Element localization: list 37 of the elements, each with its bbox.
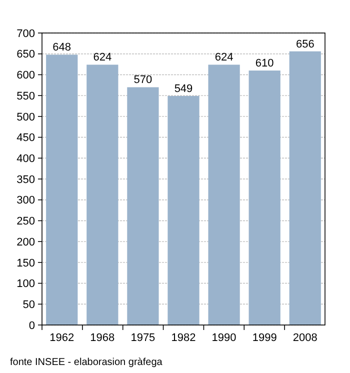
data-label: 656	[296, 38, 314, 50]
y-tick-label: 50	[22, 298, 35, 311]
y-tick-label: 250	[16, 216, 35, 228]
y-tick-label: 350	[16, 174, 35, 186]
bar	[289, 51, 321, 325]
bar	[168, 96, 200, 325]
data-label: 648	[52, 42, 72, 54]
x-tick-label: 1999	[252, 332, 277, 344]
x-tick-label: 1962	[50, 332, 74, 344]
y-tick-label: 450	[16, 132, 35, 144]
x-tick-label: 1982	[171, 332, 196, 344]
data-label: 624	[93, 52, 112, 64]
x-tick-label: 1975	[130, 332, 156, 344]
y-tick-label: 600	[16, 70, 35, 82]
y-tick-label: 650	[16, 48, 35, 61]
x-tick-label: 2008	[292, 332, 318, 344]
y-tick-label: 300	[16, 194, 35, 207]
bar	[127, 87, 159, 325]
bar	[208, 64, 240, 325]
y-tick-label: 550	[16, 90, 35, 102]
data-label: 624	[214, 52, 234, 64]
x-tick-label: 1968	[90, 332, 115, 344]
data-label: 610	[255, 58, 274, 70]
y-tick-label: 150	[16, 257, 35, 270]
bar	[248, 70, 280, 325]
y-tick-label: 0	[28, 320, 35, 332]
bar	[46, 54, 78, 325]
x-tick-label: 1990	[212, 332, 236, 344]
y-tick-label: 700	[16, 28, 35, 40]
y-tick-label: 100	[16, 278, 35, 290]
data-label: 570	[134, 74, 152, 86]
data-label: 549	[174, 82, 193, 95]
bar	[86, 64, 118, 325]
y-tick-label: 500	[16, 111, 35, 124]
source-note: fonte INSEE - elaborasion gràfega	[10, 357, 163, 368]
y-tick-label: 400	[16, 152, 35, 165]
y-tick-label: 200	[16, 236, 35, 248]
